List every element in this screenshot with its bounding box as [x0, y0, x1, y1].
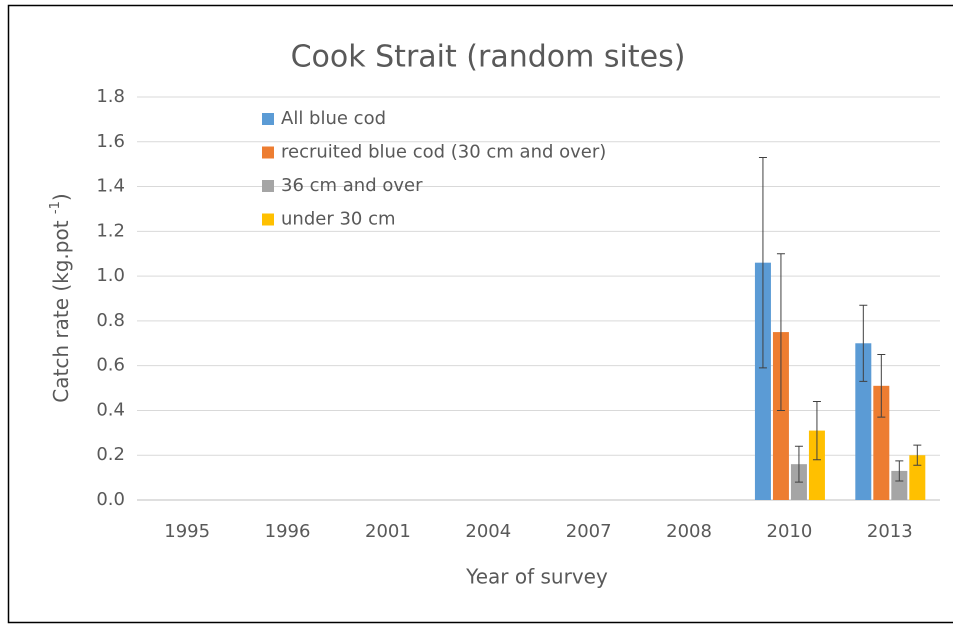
bar: [855, 343, 872, 500]
error-bar: [794, 445, 803, 483]
y-tick-label: 0.2: [96, 444, 125, 465]
bar: [891, 470, 908, 500]
y-tick-label: 0.4: [96, 399, 125, 420]
x-tick-label: 1996: [265, 521, 311, 542]
x-tick-label: 2008: [666, 521, 712, 542]
x-tick-label: 2010: [767, 521, 813, 542]
y-label-end: ): [49, 193, 73, 201]
y-tick-label: 1.0: [96, 265, 125, 286]
error-bar: [895, 460, 904, 482]
chart-title: Cook Strait (random sites): [291, 40, 686, 75]
bar: [754, 262, 771, 500]
y-tick-label: 0.0: [96, 489, 125, 510]
x-tick-label: 2007: [566, 521, 612, 542]
bar: [808, 430, 825, 500]
x-tick-label: 2004: [465, 521, 511, 542]
x-tick-label: 2013: [867, 521, 913, 542]
x-tick-label: 2001: [365, 521, 411, 542]
bar: [772, 332, 789, 500]
legend-label: All blue cod: [281, 108, 386, 129]
legend-label: recruited blue cod (30 cm and over): [281, 142, 606, 163]
y-tick-label: 1.6: [96, 131, 125, 152]
legend-swatch: [262, 146, 274, 159]
legend-swatch: [262, 113, 274, 125]
error-bar: [913, 444, 922, 466]
y-tick-label: 1.2: [96, 220, 125, 241]
error-bar: [812, 400, 821, 461]
legend-label: under 30 cm: [281, 209, 396, 230]
legend-swatch: [262, 180, 274, 192]
legend-label: 36 cm and over: [281, 175, 423, 196]
y-label-sup: -1: [48, 201, 63, 214]
y-tick-label: 0.8: [96, 310, 125, 331]
y-axis-label: Catch rate (kg.pot -1): [48, 193, 73, 402]
x-axis-label: Year of survey: [465, 565, 608, 589]
y-label-text: Catch rate (kg.pot: [49, 214, 73, 403]
bar: [909, 455, 926, 500]
error-bar: [758, 156, 767, 369]
y-tick-label: 1.4: [96, 176, 125, 197]
bar: [873, 385, 890, 500]
y-tick-label: 1.8: [96, 86, 125, 107]
error-bar: [776, 253, 785, 411]
y-tick-label: 0.6: [96, 355, 125, 376]
chart-frame: [7, 4, 953, 624]
error-bar: [877, 353, 886, 418]
legend-swatch: [262, 213, 274, 226]
x-tick-label: 1995: [164, 521, 210, 542]
error-bar: [859, 304, 868, 382]
